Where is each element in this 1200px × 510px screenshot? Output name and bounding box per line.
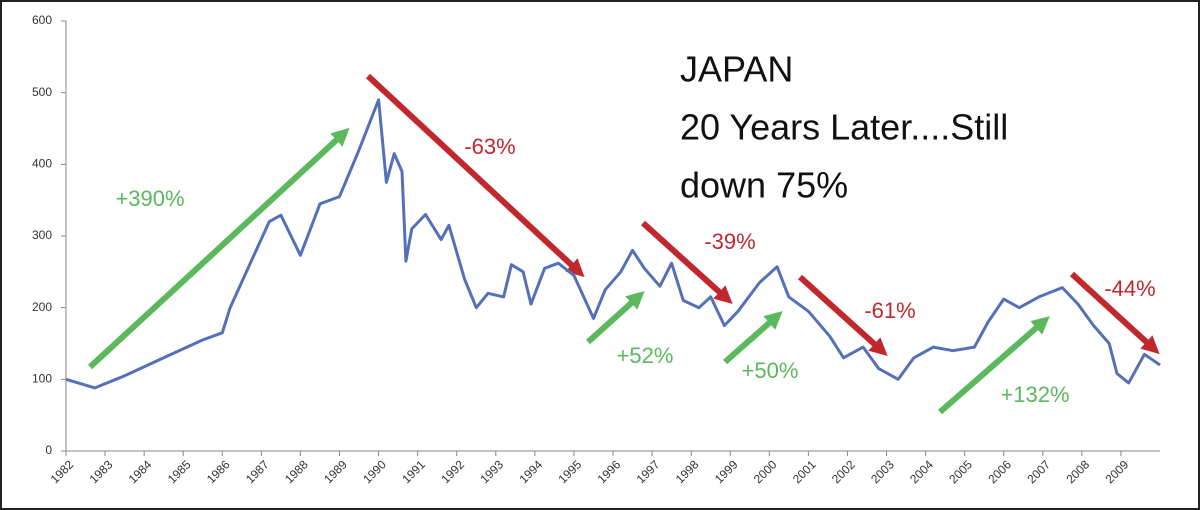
x-tick-label: 1999 (712, 457, 741, 486)
x-tick-label: 2006 (985, 457, 1014, 486)
x-tick-label: 1984 (126, 457, 155, 486)
arrow (585, 290, 645, 345)
title-line: 20 Years Later....Still (680, 107, 1008, 148)
line-series (65, 98, 1161, 390)
arrow (87, 127, 350, 370)
x-tick-label: 1993 (477, 457, 506, 486)
annotation: +132% (1000, 382, 1069, 407)
y-tick-label: 400 (32, 157, 52, 171)
arrow (640, 220, 733, 305)
annotation: -39% (704, 229, 755, 254)
annotation: +52% (617, 343, 674, 368)
y-tick-label: 200 (32, 300, 52, 314)
y-tick-label: 500 (32, 85, 52, 99)
annotation: -44% (1104, 276, 1155, 301)
x-tick-label: 1996 (595, 457, 624, 486)
annotation: +50% (742, 358, 799, 383)
arrows (87, 73, 1160, 415)
x-tick-label: 1992 (438, 457, 467, 486)
arrow (723, 311, 783, 365)
annotation: +390% (115, 186, 184, 211)
x-tick-label: 1988 (282, 457, 311, 486)
x-tick-label: 1986 (204, 457, 233, 486)
x-tick-label: 2009 (1103, 457, 1132, 486)
annotation: -61% (864, 298, 915, 323)
x-tick-label: 1987 (243, 457, 272, 486)
x-tick-label: 2001 (790, 457, 819, 486)
x-tick-label: 2003 (868, 457, 897, 486)
y-tick-label: 0 (45, 443, 52, 457)
x-tick-label: 2000 (751, 457, 780, 486)
y-tick-label: 300 (32, 228, 52, 242)
x-tick-label: 2007 (1024, 457, 1053, 486)
x-tick-label: 1982 (48, 457, 77, 486)
title-line: down 75% (680, 165, 848, 206)
y-tick-label: 100 (32, 372, 52, 386)
arrow (938, 316, 1050, 415)
x-tick-label: 2004 (907, 457, 936, 486)
x-tick-label: 1997 (634, 457, 663, 486)
x-tick-label: 2005 (946, 457, 975, 486)
x-tick-label: 1989 (321, 457, 350, 486)
x-tick-label: 1995 (556, 457, 585, 486)
x-tick-label: 2008 (1063, 457, 1092, 486)
y-tick-label: 600 (32, 13, 52, 27)
x-tick-label: 1998 (673, 457, 702, 486)
annotation: -63% (464, 134, 515, 159)
x-tick-label: 1991 (399, 457, 428, 486)
x-tick-label: 1983 (87, 457, 116, 486)
x-tick-label: 1994 (516, 457, 545, 486)
x-tick-label: 1990 (360, 457, 389, 486)
arrow (797, 274, 888, 357)
x-tick-label: 1985 (165, 457, 194, 486)
arrow (1069, 271, 1160, 355)
title-line: JAPAN (680, 49, 793, 90)
arrow (365, 73, 585, 278)
x-tick-label: 2002 (829, 457, 858, 486)
